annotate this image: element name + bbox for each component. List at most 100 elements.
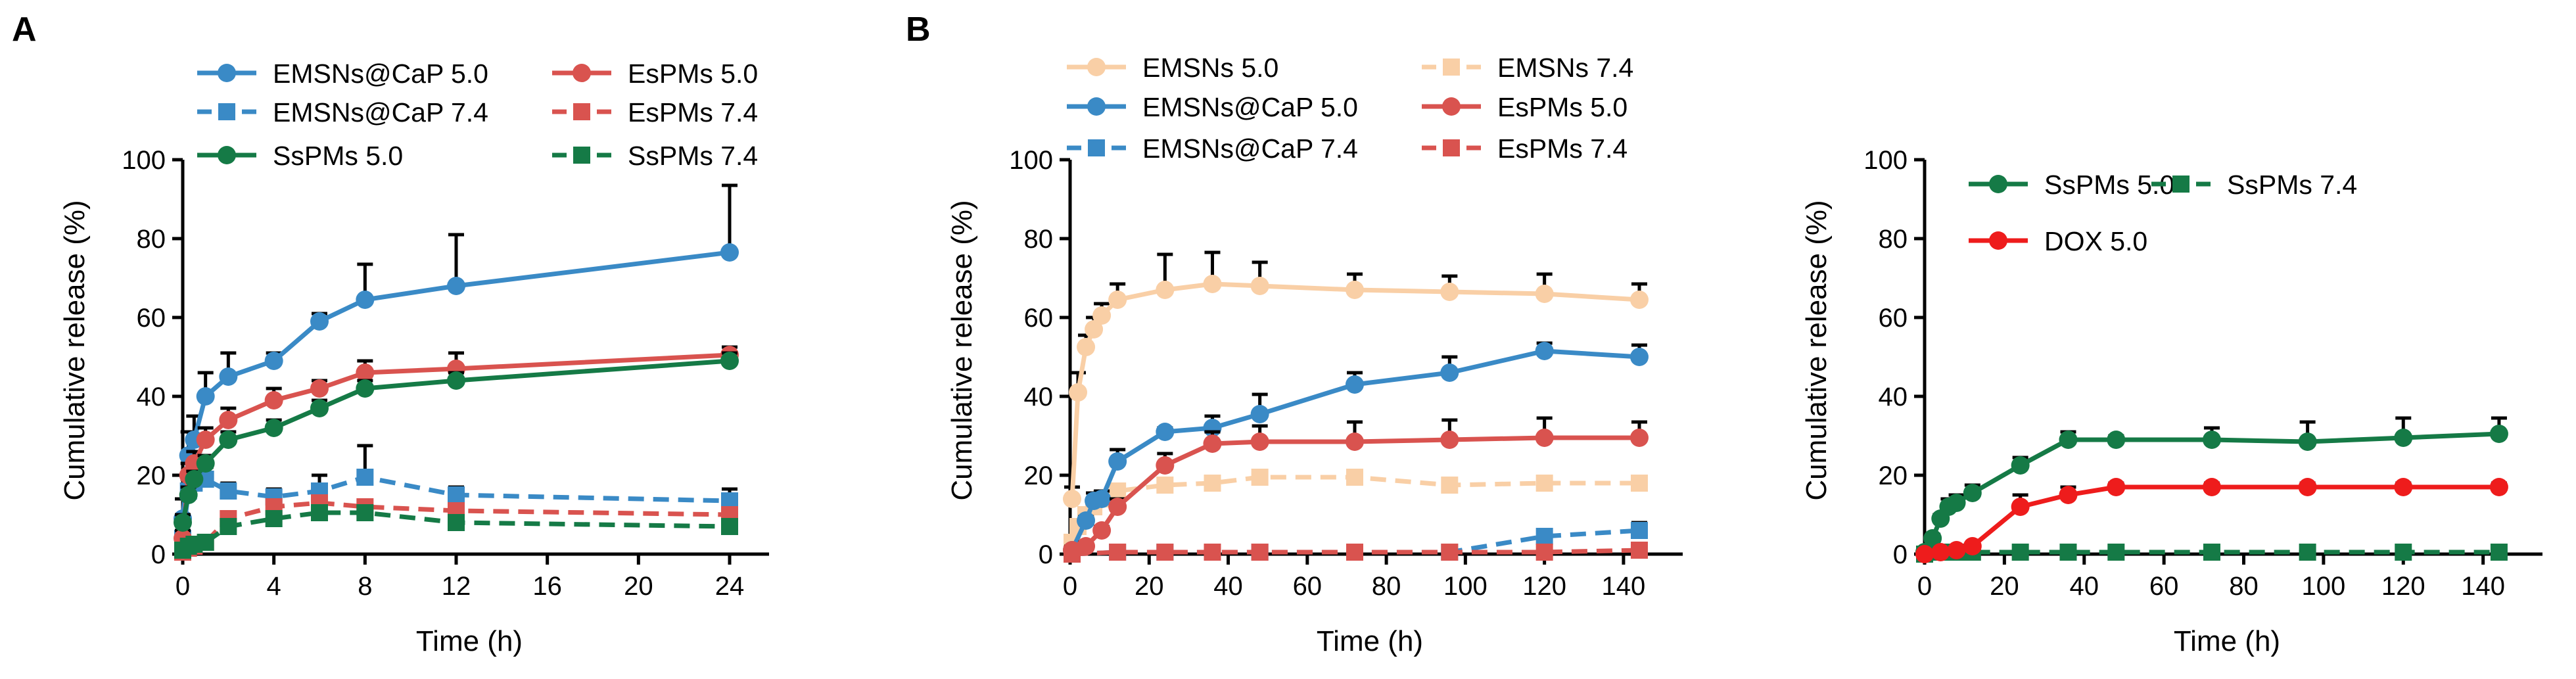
data-point <box>1346 469 1363 486</box>
data-point <box>220 482 237 500</box>
b-right-y-axis-label: Cumulative release (%) <box>1800 200 1833 500</box>
data-point <box>1630 475 1648 492</box>
legend-swatch-marker <box>573 103 590 120</box>
data-point <box>310 379 329 398</box>
data-point <box>2011 456 2030 475</box>
legend-swatch-marker <box>1989 231 2007 250</box>
b-right-x-tick-label: 20 <box>1990 572 2019 601</box>
data-point <box>1629 429 1649 447</box>
data-point <box>2011 498 2030 516</box>
legend-swatch-marker <box>573 64 591 82</box>
a-x-tick-label: 16 <box>532 572 562 601</box>
data-point <box>1440 431 1459 449</box>
a-y-tick-label: 80 <box>137 225 166 254</box>
legend-swatch-marker <box>1443 59 1460 76</box>
series-espms-7-4 <box>1064 542 1648 563</box>
a-y-tick-label: 40 <box>137 383 166 411</box>
data-point <box>1069 383 1088 402</box>
data-point <box>1204 475 1221 492</box>
legend-label: SsPMs 7.4 <box>628 141 758 171</box>
legend-item: EMSNs@CaP 7.4 <box>197 97 488 128</box>
data-point <box>356 504 374 521</box>
data-point <box>720 243 739 262</box>
legend-label: EsPMs 5.0 <box>628 59 758 89</box>
a-x-tick-label: 12 <box>442 572 471 601</box>
data-point <box>1077 511 1096 530</box>
legend-label: EsPMs 7.4 <box>628 97 758 128</box>
data-point <box>356 291 375 309</box>
data-point <box>2059 431 2078 449</box>
chart-panel-b-left: 0 20 40 60 80 100 0 20 40 60 80 100 120 140 Time (h) Cu… <box>946 53 1683 657</box>
b-left-y-tick-label: 0 <box>1039 540 1053 569</box>
data-point <box>1156 423 1175 441</box>
data-point <box>2490 544 2508 561</box>
legend-swatch-marker <box>1989 175 2007 193</box>
legend-label: EsPMs 7.4 <box>1497 133 1628 164</box>
series-sspms-7-4 <box>174 504 738 559</box>
data-point <box>2394 429 2413 447</box>
data-point <box>448 486 465 503</box>
data-point <box>196 431 215 449</box>
b-right-x-tick-label: 60 <box>2149 572 2179 601</box>
b-left-x-tick-label: 40 <box>1213 572 1243 601</box>
data-point <box>1077 338 1096 356</box>
data-point <box>185 470 204 488</box>
data-point <box>2489 425 2508 443</box>
b-left-y-tick-label: 20 <box>1024 461 1054 490</box>
data-point <box>2011 544 2029 561</box>
data-point <box>1156 281 1175 299</box>
data-point <box>2107 478 2126 496</box>
b-left-x-tick-label: 0 <box>1063 572 1077 601</box>
data-point <box>1108 498 1127 516</box>
b-right-x-tick-label: 120 <box>2381 572 2425 601</box>
panel-letter-b: B <box>906 11 931 49</box>
data-point <box>2394 478 2413 496</box>
b-left-x-tick-label: 100 <box>1443 572 1487 601</box>
legend-label: EMSNs@CaP 7.4 <box>273 97 488 128</box>
b-left-x-axis-label: Time (h) <box>1317 625 1423 657</box>
data-point <box>1535 285 1554 303</box>
data-point <box>1963 484 1982 502</box>
data-point <box>1092 521 1112 540</box>
data-point <box>1346 544 1363 561</box>
b-right-y-tick-label: 60 <box>1879 304 1908 333</box>
b-left-y-axis-label: Cumulative release (%) <box>946 200 978 500</box>
data-point <box>356 469 374 486</box>
legend-item: EMSNs@CaP 5.0 <box>1067 92 1358 122</box>
data-point <box>1156 477 1174 494</box>
data-point <box>1109 544 1127 561</box>
b-left-x-tick-label: 80 <box>1372 572 1401 601</box>
b-right-x-tick-label: 0 <box>1917 572 1932 601</box>
series-espms-5-0 <box>1063 416 1649 559</box>
legend-item: EsPMs 7.4 <box>1422 133 1628 164</box>
data-point <box>1156 456 1175 475</box>
legend-label: EMSNs 5.0 <box>1142 53 1278 83</box>
a-y-tick-label: 0 <box>151 540 166 569</box>
a-y-axis-label: Cumulative release (%) <box>59 200 91 500</box>
series-emsns-cap-5-0 <box>1063 341 1649 559</box>
legend-label: EMSNs@CaP 5.0 <box>273 59 488 89</box>
legend-swatch-marker <box>1087 97 1106 116</box>
a-x-tick-label: 20 <box>624 572 653 601</box>
data-point <box>1629 291 1649 309</box>
b-right-y-tick-label: 20 <box>1879 461 1908 490</box>
data-point <box>1535 475 1553 492</box>
data-point <box>179 486 198 504</box>
data-point <box>219 411 238 429</box>
legend-swatch-marker <box>1442 97 1461 116</box>
data-point <box>1931 543 1950 561</box>
data-point <box>1947 494 1966 512</box>
legend-item: EMSNs 5.0 <box>1067 53 1278 83</box>
data-point <box>1077 537 1096 555</box>
legend-swatch-marker <box>218 146 236 164</box>
b-right-x-tick-label: 140 <box>2461 572 2505 601</box>
legend-swatch-marker <box>1088 139 1105 156</box>
data-point <box>1251 469 1269 486</box>
data-point <box>219 431 238 449</box>
data-point <box>1345 281 1364 299</box>
data-point <box>1535 342 1554 360</box>
a-y-tick-label: 20 <box>137 461 166 490</box>
data-point <box>356 363 375 382</box>
data-point <box>1204 544 1221 561</box>
